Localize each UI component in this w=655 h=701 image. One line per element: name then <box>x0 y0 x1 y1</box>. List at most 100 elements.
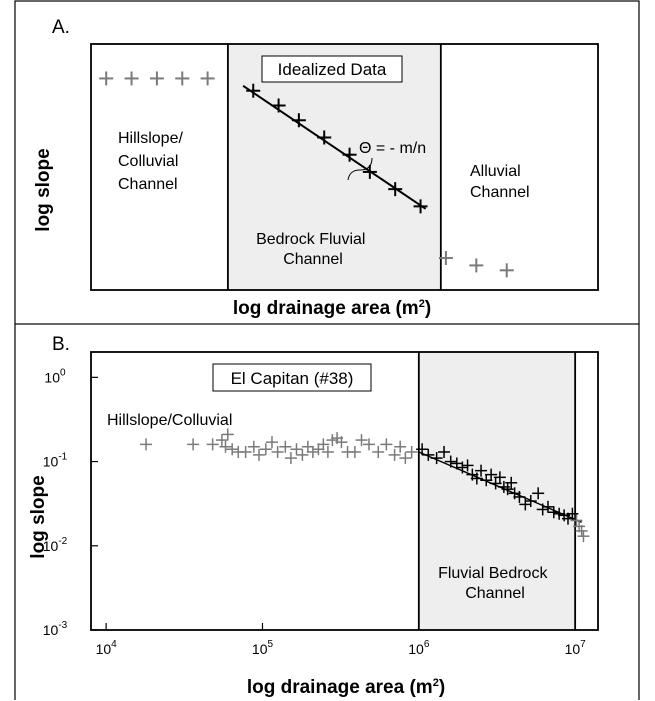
panel-b-point-s0-28 <box>355 434 368 447</box>
panel-b-point-s1-22 <box>532 487 545 500</box>
panel-b-point-s0-19 <box>306 445 319 458</box>
panel-b-plot-area <box>90 351 599 631</box>
panel-b-point-s1-3 <box>438 445 451 458</box>
panel-b-fluvial-shade <box>418 352 576 630</box>
panel-a-alluvial-line2: Channel <box>470 184 530 201</box>
panel-b-point-s1-11 <box>480 474 493 487</box>
panel-b-ytick-label-1: 10-1 <box>43 452 68 470</box>
panel-a-bedrock-shade <box>227 44 441 290</box>
panel-b-point-s0-9 <box>247 440 260 453</box>
panel-b-point-s1-0 <box>416 443 429 456</box>
panel-b-xlabel-text: log drainage area (m <box>247 677 433 698</box>
panel-b-point-s0-8 <box>239 445 252 458</box>
panel-b-title-box <box>212 363 372 392</box>
panel-b-point-s0-4 <box>219 440 232 453</box>
panel-a-point-s1-3 <box>317 130 332 145</box>
panel-b-point-s1-1 <box>422 448 435 461</box>
panel-b-letter: B. <box>52 334 70 355</box>
panel-a-bedrock-line1: Bedrock Fluvial <box>256 231 365 248</box>
panel-a-point-s0-3 <box>175 71 190 86</box>
panel-b-point-s0-36 <box>570 514 583 527</box>
panel-b-point-s1-24 <box>541 500 554 513</box>
panel-b-point-s0-0 <box>140 438 153 451</box>
panel-a-point-s1-1 <box>271 98 286 113</box>
panel-a-region-bedrock: Bedrock Fluvial Channel <box>256 231 370 268</box>
panel-b-point-s0-13 <box>271 445 284 458</box>
panel-a-ylabel: log slope <box>33 148 54 231</box>
panel-b-point-s0-16 <box>290 443 303 456</box>
panel-a-xlabel-end: ) <box>425 298 431 319</box>
panel-b-point-s0-14 <box>279 440 292 453</box>
panel-a-point-s1-7 <box>413 199 428 214</box>
panel-a-hillslope-line2: Colluvial <box>118 153 178 170</box>
panel-a-xlabel-text: log drainage area (m <box>233 298 419 319</box>
panel-b-point-s0-35 <box>405 445 418 458</box>
panel-b-point-s0-6 <box>226 443 239 456</box>
panel-b-point-s0-15 <box>284 452 297 465</box>
panel-b-point-s0-1 <box>187 438 200 451</box>
panel-b-point-s1-14 <box>493 471 506 484</box>
panel-b-point-s1-12 <box>485 468 498 481</box>
panel-b-point-s1-9 <box>470 472 483 485</box>
panel-a-alluvial-line1: Alluvial <box>470 163 521 180</box>
panel-b-ytick-label-0: 100 <box>44 367 66 385</box>
panel-b-point-s0-32 <box>388 448 401 461</box>
panel-b-xtick-label-0: 104 <box>96 639 118 657</box>
panel-b-point-s1-21 <box>524 495 537 508</box>
panel-b-axes-ticks: 104 105 106 107 100 10-1 10-2 10-3 <box>43 367 586 657</box>
panel-b-point-s0-21 <box>317 438 330 451</box>
panel-a-hillslope-line3: Channel <box>118 176 178 193</box>
panel-b-point-s0-5 <box>221 428 234 441</box>
panel-a-bedrock-line2: Channel <box>283 251 343 268</box>
panel-a-title: Idealized Data <box>278 60 387 79</box>
panel-a-point-s0-1 <box>124 71 139 86</box>
panel-b-point-s0-34 <box>399 452 412 465</box>
panel-b-point-s0-25 <box>335 436 348 449</box>
panel-b-xtick-label-1: 105 <box>252 639 274 657</box>
panel-b-point-s0-27 <box>348 445 361 458</box>
panel-b-point-s0-11 <box>259 443 272 456</box>
panel-a-point-s0-4 <box>200 71 215 86</box>
panel-b-ytick-label-3: 10-3 <box>43 620 68 638</box>
panel-b-point-s0-10 <box>253 448 266 461</box>
panel-a-plot-area <box>90 43 599 291</box>
panel-b-point-s1-7 <box>461 459 474 472</box>
panel-a-point-s1-2 <box>291 113 306 128</box>
panel-a-title-box <box>261 55 403 83</box>
panel-b-fluvial-line1: Fluvial Bedrock <box>438 565 548 582</box>
panel-b-point-s0-12 <box>265 436 278 449</box>
panel-a-equation-leader <box>347 157 373 181</box>
panel-a-point-s0-2 <box>149 71 164 86</box>
panel-a-point-s1-6 <box>388 182 403 197</box>
panel-b-point-s1-17 <box>505 476 518 489</box>
panel-b-point-s1-6 <box>456 461 469 474</box>
panel-a-series <box>99 71 514 278</box>
panel-b-xtick-label-3: 107 <box>565 639 587 657</box>
panel-a-point-s2-1 <box>469 258 484 273</box>
panel-b-point-s1-26 <box>553 507 566 520</box>
panel-b-point-s0-17 <box>296 448 309 461</box>
panel-b-fluvial-line2: Channel <box>465 585 525 602</box>
panel-b-point-s1-10 <box>475 464 488 477</box>
panel-a-frame <box>14 0 640 325</box>
panel-b-point-s1-16 <box>501 483 514 496</box>
panel-b-point-s1-23 <box>536 503 549 516</box>
panel-b-point-s0-31 <box>380 438 393 451</box>
panel-b-point-s0-33 <box>394 440 407 453</box>
panel-b-ylabel: log slope <box>28 475 49 558</box>
panel-a-xlabel-sup: 2 <box>419 298 425 310</box>
panel-b-point-s0-38 <box>575 524 588 537</box>
panel-b-ytick-label-2: 10-2 <box>43 536 68 554</box>
panel-a-letter: A. <box>52 17 70 38</box>
panel-b-xlabel-end: ) <box>439 677 445 698</box>
panel-b-region-fluvial: Fluvial Bedrock Channel <box>438 565 552 602</box>
panel-a-region-hillslope: Hillslope/ Colluvial Channel <box>118 130 187 193</box>
panel-b-region-hillslope: Hillslope/Colluvial <box>107 412 232 429</box>
panel-b-point-s1-19 <box>513 490 526 503</box>
panel-b-title: El Capitan (#38) <box>231 369 354 388</box>
panel-b-point-s1-4 <box>444 455 457 468</box>
panel-b-xlabel-sup: 2 <box>433 677 439 689</box>
panel-a-point-s2-2 <box>499 263 514 278</box>
panel-b-point-s1-2 <box>430 452 443 465</box>
